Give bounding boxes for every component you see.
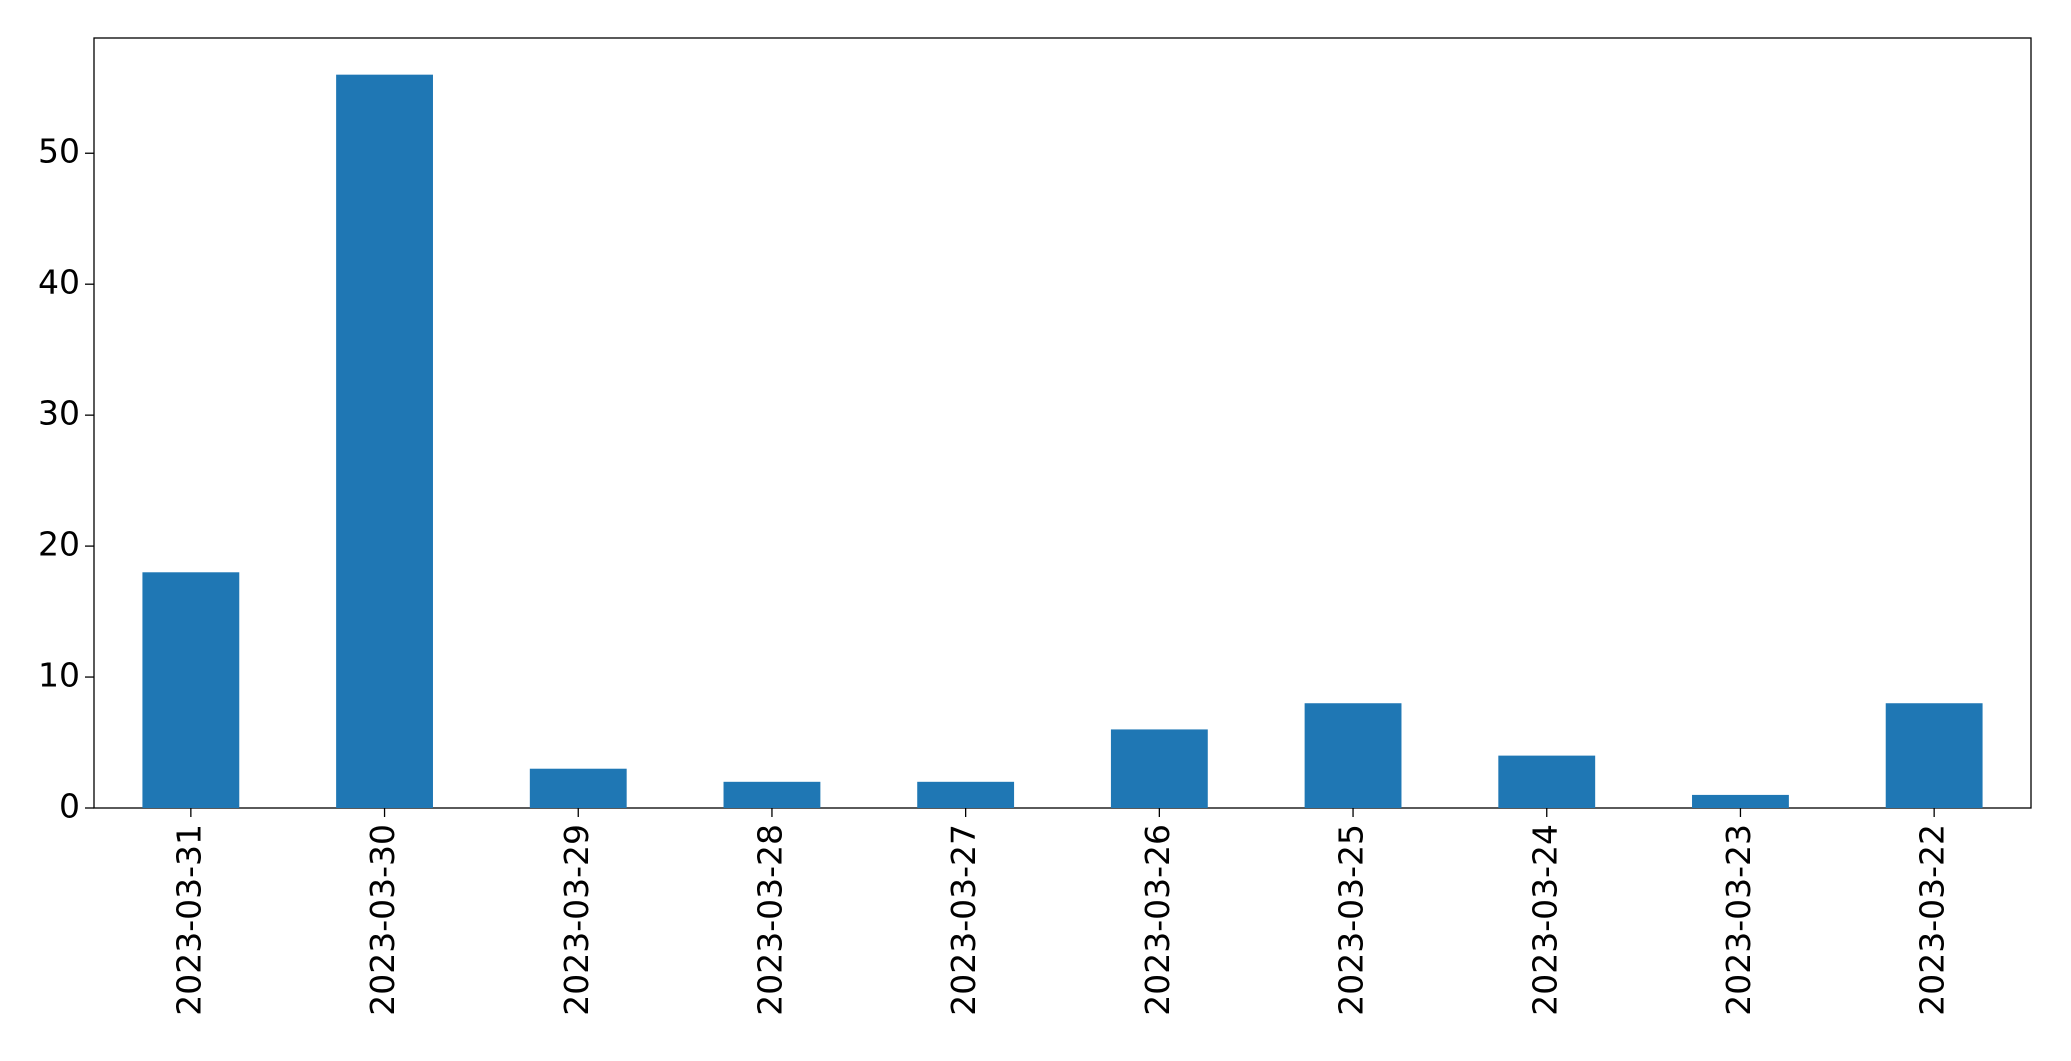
y-tick-label: 50 bbox=[38, 132, 80, 171]
bar bbox=[723, 781, 821, 808]
bar bbox=[142, 572, 240, 808]
axes-frame bbox=[93, 37, 2032, 809]
bar bbox=[917, 781, 1015, 808]
x-tick-label: 2023-03-31 bbox=[169, 824, 208, 1016]
x-tick-label: 2023-03-27 bbox=[944, 824, 983, 1016]
x-tick-label: 2023-03-26 bbox=[1138, 824, 1177, 1016]
y-tick-label: 10 bbox=[38, 656, 80, 695]
x-tick-label: 2023-03-22 bbox=[1913, 824, 1952, 1016]
y-tick-label: 30 bbox=[38, 394, 80, 433]
bar bbox=[1110, 729, 1208, 808]
bar bbox=[1498, 755, 1596, 808]
x-tick-label: 2023-03-25 bbox=[1332, 824, 1371, 1016]
bar bbox=[529, 768, 627, 808]
x-tick-label: 2023-03-24 bbox=[1525, 824, 1564, 1016]
bar bbox=[1692, 794, 1789, 808]
y-tick-label: 40 bbox=[38, 263, 80, 302]
x-tick-label: 2023-03-23 bbox=[1719, 824, 1758, 1016]
bar bbox=[336, 74, 433, 808]
x-tick-label: 2023-03-29 bbox=[557, 824, 596, 1016]
y-tick-label: 20 bbox=[38, 525, 80, 564]
bar bbox=[1885, 703, 1983, 808]
bar bbox=[1304, 703, 1402, 808]
y-tick-label: 0 bbox=[59, 787, 80, 826]
x-tick-label: 2023-03-28 bbox=[750, 824, 789, 1016]
x-tick-label: 2023-03-30 bbox=[363, 824, 402, 1016]
